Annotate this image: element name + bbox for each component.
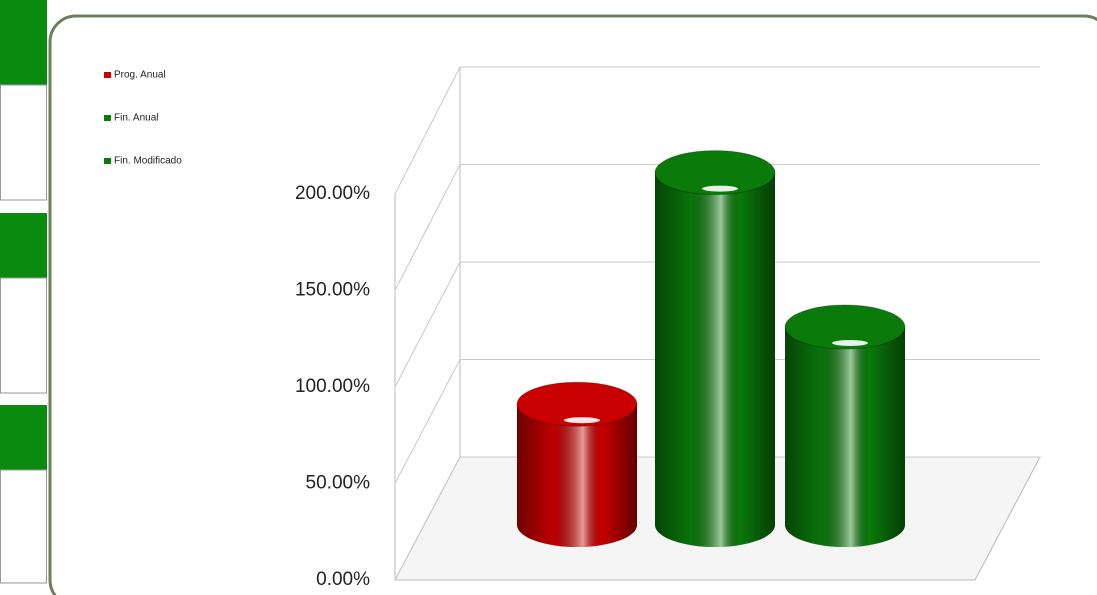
legend-label: Fin. Modificado: [114, 156, 182, 167]
side-panel: [0, 0, 47, 583]
legend-label: Fin. Anual: [114, 113, 158, 124]
y-tick-label: 200.00%: [295, 183, 370, 204]
bar-body-shade: [655, 173, 775, 525]
bar-top-highlight: [564, 417, 600, 423]
panel-box: [1, 278, 47, 393]
page: 0.00% 50.00% 100.00% 150.00% 200.00% Prog. An…: [0, 0, 1097, 595]
bar-top-highlight: [702, 186, 738, 192]
bar-top-highlight: [832, 340, 868, 346]
panel-box: [1, 470, 47, 583]
y-tick-label: 150.00%: [295, 280, 370, 301]
panel-header: [0, 213, 47, 278]
y-tick-label: 0.00%: [316, 569, 370, 590]
bar-body-shade: [785, 327, 905, 525]
y-tick-label: 100.00%: [295, 376, 370, 397]
panel-header: [0, 0, 47, 85]
panel-header: [0, 405, 47, 470]
y-tick-label: 50.00%: [306, 473, 371, 494]
legend-marker: [104, 158, 111, 164]
panel-box: [1, 85, 47, 200]
legend-marker: [104, 115, 111, 121]
chart: 0.00% 50.00% 100.00% 150.00% 200.00% Prog. An…: [0, 0, 1097, 595]
legend-marker: [104, 72, 111, 78]
legend-label: Prog. Anual: [114, 70, 166, 81]
